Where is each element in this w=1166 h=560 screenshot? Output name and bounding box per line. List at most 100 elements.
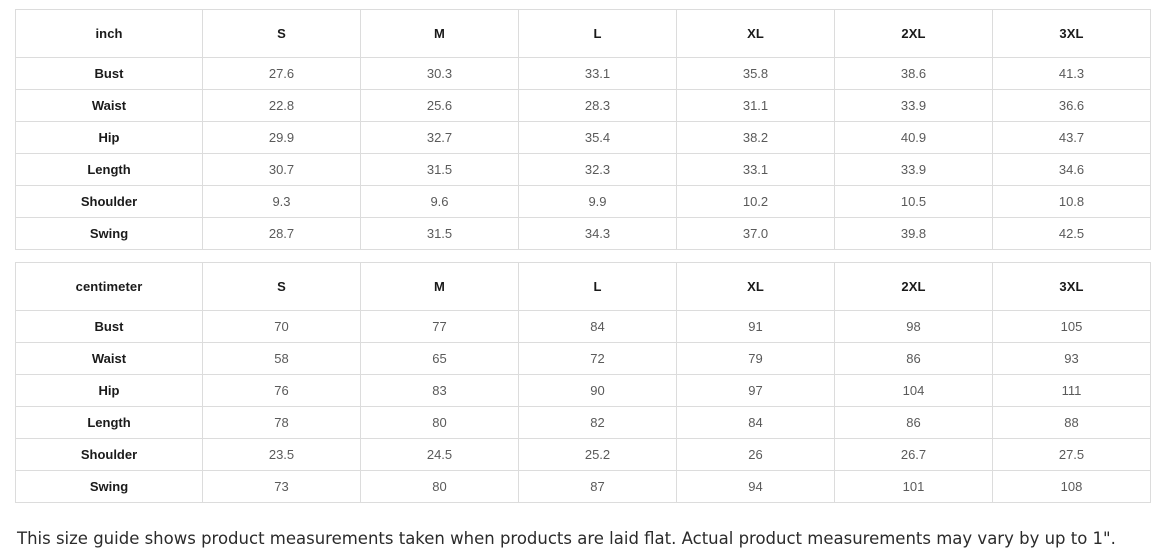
measurement-cell: 73 (202, 470, 361, 503)
table-header-centimeter: centimeter S M L XL 2XL 3XL (15, 262, 1151, 311)
row-label: Bust (15, 310, 203, 343)
measurement-cell: 9.3 (202, 185, 361, 218)
table-row: Swing 73 80 87 94 101 108 (15, 470, 1151, 503)
row-label: Shoulder (15, 438, 203, 471)
measurement-cell: 30.3 (360, 57, 519, 90)
table-row: Length 78 80 82 84 86 88 (15, 406, 1151, 439)
measurement-cell: 33.1 (518, 57, 677, 90)
measurement-cell: 22.8 (202, 89, 361, 122)
measurement-cell: 28.3 (518, 89, 677, 122)
measurement-cell: 28.7 (202, 217, 361, 250)
measurement-cell: 10.8 (992, 185, 1151, 218)
row-label: Waist (15, 342, 203, 375)
measurement-cell: 70 (202, 310, 361, 343)
measurement-cell: 29.9 (202, 121, 361, 154)
measurement-cell: 33.9 (834, 153, 993, 186)
measurement-cell: 83 (360, 374, 519, 407)
measurement-cell: 26.7 (834, 438, 993, 471)
column-header-s: S (202, 262, 361, 311)
table-row: Bust 27.6 30.3 33.1 35.8 38.6 41.3 (15, 57, 1151, 90)
measurement-cell: 27.6 (202, 57, 361, 90)
measurement-cell: 79 (676, 342, 835, 375)
measurement-cell: 33.1 (676, 153, 835, 186)
row-label: Bust (15, 57, 203, 90)
measurement-cell: 104 (834, 374, 993, 407)
column-header-l: L (518, 9, 677, 58)
measurement-cell: 97 (676, 374, 835, 407)
measurement-cell: 41.3 (992, 57, 1151, 90)
measurement-cell: 91 (676, 310, 835, 343)
measurement-cell: 90 (518, 374, 677, 407)
row-label: Length (15, 153, 203, 186)
measurement-cell: 10.5 (834, 185, 993, 218)
unit-header-centimeter: centimeter (15, 262, 203, 311)
measurement-cell: 36.6 (992, 89, 1151, 122)
table-body-inch: Bust 27.6 30.3 33.1 35.8 38.6 41.3 Waist… (15, 57, 1151, 250)
column-header-s: S (202, 9, 361, 58)
measurement-cell: 84 (518, 310, 677, 343)
measurement-cell: 105 (992, 310, 1151, 343)
column-header-xl: XL (676, 9, 835, 58)
measurement-cell: 88 (992, 406, 1151, 439)
measurement-cell: 23.5 (202, 438, 361, 471)
measurement-cell: 35.4 (518, 121, 677, 154)
table-row: Waist 22.8 25.6 28.3 31.1 33.9 36.6 (15, 89, 1151, 122)
column-header-3xl: 3XL (992, 9, 1151, 58)
measurement-cell: 40.9 (834, 121, 993, 154)
measurement-cell: 77 (360, 310, 519, 343)
measurement-cell: 31.1 (676, 89, 835, 122)
measurement-cell: 82 (518, 406, 677, 439)
header-row: centimeter S M L XL 2XL 3XL (15, 262, 1151, 311)
measurement-cell: 39.8 (834, 217, 993, 250)
measurement-cell: 9.9 (518, 185, 677, 218)
measurement-cell: 43.7 (992, 121, 1151, 154)
row-label: Length (15, 406, 203, 439)
size-chart-centimeter: centimeter S M L XL 2XL 3XL Bust 70 77 8… (15, 262, 1151, 503)
measurement-cell: 87 (518, 470, 677, 503)
table-row: Waist 58 65 72 79 86 93 (15, 342, 1151, 375)
measurement-cell: 58 (202, 342, 361, 375)
measurement-cell: 31.5 (360, 217, 519, 250)
row-label: Hip (15, 374, 203, 407)
measurement-cell: 24.5 (360, 438, 519, 471)
measurement-cell: 37.0 (676, 217, 835, 250)
row-label: Shoulder (15, 185, 203, 218)
table-row: Swing 28.7 31.5 34.3 37.0 39.8 42.5 (15, 217, 1151, 250)
measurement-cell: 25.2 (518, 438, 677, 471)
column-header-2xl: 2XL (834, 262, 993, 311)
measurement-cell: 38.6 (834, 57, 993, 90)
column-header-l: L (518, 262, 677, 311)
unit-header-inch: inch (15, 9, 203, 58)
measurement-cell: 80 (360, 406, 519, 439)
measurement-cell: 10.2 (676, 185, 835, 218)
column-header-2xl: 2XL (834, 9, 993, 58)
column-header-m: M (360, 262, 519, 311)
measurement-cell: 86 (834, 406, 993, 439)
header-row: inch S M L XL 2XL 3XL (15, 9, 1151, 58)
table-row: Shoulder 23.5 24.5 25.2 26 26.7 27.5 (15, 438, 1151, 471)
table-row: Hip 29.9 32.7 35.4 38.2 40.9 43.7 (15, 121, 1151, 154)
measurement-cell: 94 (676, 470, 835, 503)
table-row: Length 30.7 31.5 32.3 33.1 33.9 34.6 (15, 153, 1151, 186)
measurement-cell: 42.5 (992, 217, 1151, 250)
measurement-cell: 86 (834, 342, 993, 375)
table-row: Hip 76 83 90 97 104 111 (15, 374, 1151, 407)
measurement-cell: 25.6 (360, 89, 519, 122)
measurement-cell: 76 (202, 374, 361, 407)
row-label: Waist (15, 89, 203, 122)
measurement-cell: 9.6 (360, 185, 519, 218)
row-label: Swing (15, 470, 203, 503)
measurement-cell: 78 (202, 406, 361, 439)
measurement-cell: 34.6 (992, 153, 1151, 186)
measurement-cell: 72 (518, 342, 677, 375)
column-header-3xl: 3XL (992, 262, 1151, 311)
measurement-cell: 80 (360, 470, 519, 503)
measurement-cell: 31.5 (360, 153, 519, 186)
measurement-cell: 84 (676, 406, 835, 439)
measurement-cell: 101 (834, 470, 993, 503)
measurement-cell: 65 (360, 342, 519, 375)
size-guide-footnote: This size guide shows product measuremen… (17, 529, 1116, 548)
measurement-cell: 35.8 (676, 57, 835, 90)
measurement-cell: 38.2 (676, 121, 835, 154)
